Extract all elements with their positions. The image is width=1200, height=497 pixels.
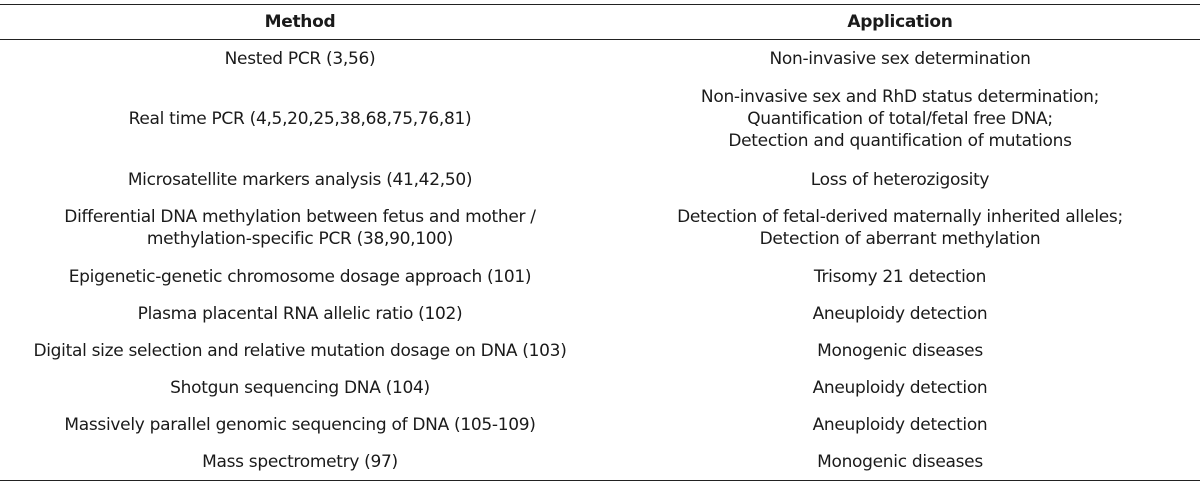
method-text: Massively parallel genomic sequencing of…: [64, 414, 536, 435]
application-text: Non-invasive sex determination: [769, 48, 1031, 69]
table-row: Epigenetic-genetic chromosome dosage app…: [0, 258, 1200, 295]
method-text: Plasma placental RNA allelic ratio (102): [137, 303, 463, 324]
header-row: Method Application: [0, 4, 1200, 40]
method-text: Differential DNA methylation between fet…: [64, 207, 536, 227]
application-cell: Aneuploidy detection: [600, 295, 1200, 332]
method-cell: Differential DNA methylation between fet…: [0, 198, 600, 258]
method-cell: Epigenetic-genetic chromosome dosage app…: [0, 258, 600, 295]
table-row: Plasma placental RNA allelic ratio (102)…: [0, 295, 1200, 332]
header-method: Method: [264, 12, 336, 32]
method-cell: Plasma placental RNA allelic ratio (102): [0, 295, 600, 332]
application-text: Aneuploidy detection: [812, 377, 988, 398]
method-cell: Nested PCR (3,56): [0, 40, 600, 78]
application-cell: Trisomy 21 detection: [600, 258, 1200, 295]
application-text: Aneuploidy detection: [812, 414, 988, 435]
application-cell: Aneuploidy detection: [600, 369, 1200, 406]
method-cell: Mass spectrometry (97): [0, 443, 600, 481]
header-application: Application: [847, 12, 953, 32]
method-text: Real time PCR (4,5,20,25,38,68,75,76,81): [128, 109, 472, 129]
method-cell: Digital size selection and relative muta…: [0, 332, 600, 369]
application-text: Quantification of total/fetal free DNA;: [747, 109, 1053, 129]
method-text: Mass spectrometry (97): [202, 451, 398, 472]
method-cell: Microsatellite markers analysis (41,42,5…: [0, 161, 600, 198]
method-text: Shotgun sequencing DNA (104): [170, 377, 430, 398]
application-cell: Detection of fetal-derived maternally in…: [600, 198, 1200, 258]
method-text: methylation-specific PCR (38,90,100): [146, 229, 454, 249]
application-text: Detection of aberrant methylation: [759, 229, 1041, 249]
application-cell: Monogenic diseases: [600, 443, 1200, 481]
table-row: Shotgun sequencing DNA (104) Aneuploidy d…: [0, 369, 1200, 406]
application-text: Monogenic diseases: [817, 451, 983, 472]
application-text: Detection of fetal-derived maternally in…: [677, 207, 1123, 227]
application-text: Monogenic diseases: [817, 340, 983, 361]
method-cell: Real time PCR (4,5,20,25,38,68,75,76,81): [0, 77, 600, 161]
table-row: Massively parallel genomic sequencing of…: [0, 406, 1200, 443]
application-cell: Loss of heterozigosity: [600, 161, 1200, 198]
application-cell: Monogenic diseases: [600, 332, 1200, 369]
table-row: Mass spectrometry (97) Monogenic diseases: [0, 443, 1200, 481]
table-body: Nested PCR (3,56) Non-invasive sex determ…: [0, 40, 1200, 481]
method-text: Digital size selection and relative muta…: [33, 340, 567, 361]
method-text: Epigenetic-genetic chromosome dosage app…: [68, 266, 532, 287]
application-cell: Non-invasive sex and RhD status determin…: [600, 77, 1200, 161]
application-text: Trisomy 21 detection: [813, 266, 987, 287]
table-row: Nested PCR (3,56) Non-invasive sex determ…: [0, 40, 1200, 78]
application-cell: Aneuploidy detection: [600, 406, 1200, 443]
table-row: Real time PCR (4,5,20,25,38,68,75,76,81)…: [0, 77, 1200, 161]
method-cell: Shotgun sequencing DNA (104): [0, 369, 600, 406]
table-row: Digital size selection and relative muta…: [0, 332, 1200, 369]
application-text: Loss of heterozigosity: [810, 169, 990, 190]
methods-table: Method Application Nested PCR (3,56) Non-…: [0, 4, 1200, 481]
application-text: Aneuploidy detection: [812, 303, 988, 324]
method-text: Nested PCR (3,56): [224, 48, 376, 69]
method-cell: Massively parallel genomic sequencing of…: [0, 406, 600, 443]
application-cell: Non-invasive sex determination: [600, 40, 1200, 78]
table-header: Method Application: [0, 4, 1200, 40]
table-row: Differential DNA methylation between fet…: [0, 198, 1200, 258]
table-row: Microsatellite markers analysis (41,42,5…: [0, 161, 1200, 198]
application-text: Non-invasive sex and RhD status determin…: [700, 87, 1100, 107]
method-text: Microsatellite markers analysis (41,42,5…: [127, 169, 473, 190]
application-text: Detection and quantification of mutation…: [728, 131, 1072, 151]
